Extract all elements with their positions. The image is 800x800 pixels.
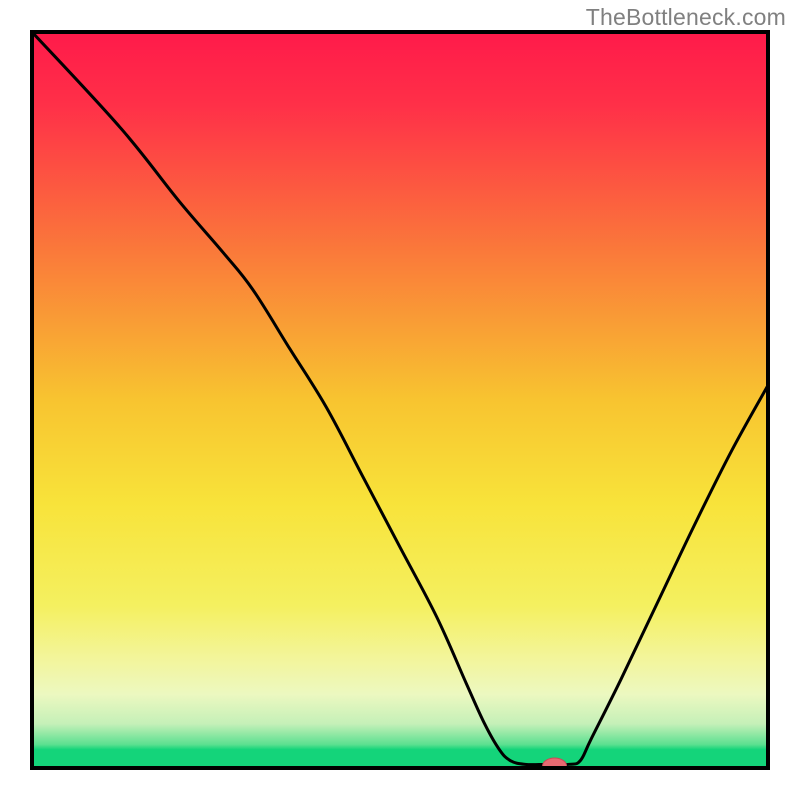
- bottleneck-chart: [0, 0, 800, 800]
- plot-background: [32, 32, 768, 768]
- watermark: TheBottleneck.com: [586, 4, 786, 31]
